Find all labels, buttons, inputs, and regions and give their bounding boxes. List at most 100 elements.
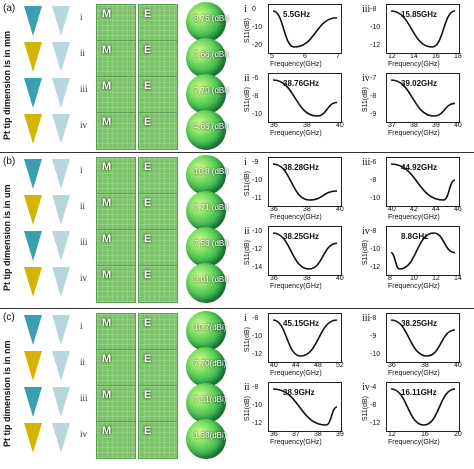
s11-plot: 15.85GHz <box>386 4 460 54</box>
side-label: Pt tip dimension is in mm <box>2 30 12 140</box>
x-axis-label: Frequency(GHz) <box>270 370 322 377</box>
s11-plot: 8.8GHz <box>386 226 460 276</box>
s11-plot-svg <box>390 163 456 201</box>
plot-title: 38.76GHz <box>283 79 320 88</box>
plot-index: i <box>244 4 247 15</box>
row-label: iv <box>80 273 88 283</box>
s11-curve <box>272 388 338 426</box>
field-label-e: E <box>144 80 152 92</box>
field-label-e: E <box>144 353 152 365</box>
x-tick-label: 37 <box>388 122 396 129</box>
x-axis-label: Frequency(GHz) <box>388 370 440 377</box>
x-tick-label: 44 <box>432 206 440 213</box>
x-tick-label: 20 <box>454 431 462 438</box>
x-axis-label: Frequency(GHz) <box>388 130 440 137</box>
s11-curve <box>272 232 338 270</box>
antenna-cone-outline-icon <box>52 6 70 36</box>
radiation-pattern-globe <box>186 2 226 42</box>
antenna-cone-outline-icon <box>52 231 70 261</box>
field-label-m: M <box>102 269 112 281</box>
x-tick-label: 40 <box>336 275 344 282</box>
plot-index: iii <box>362 313 371 324</box>
plot-index: ii <box>244 382 250 393</box>
y-tick-label: -6 <box>252 75 259 82</box>
row-label: ii <box>80 48 86 58</box>
x-tick-label: 42 <box>410 206 418 213</box>
s11-plot-svg <box>272 79 338 117</box>
row-label: iv <box>80 120 88 130</box>
field-label-m: M <box>102 233 112 245</box>
antenna-cone-outline-icon <box>52 195 70 225</box>
x-axis-label: Frequency(GHz) <box>388 61 440 68</box>
x-tick-label: 40 <box>336 206 344 213</box>
y-axis-label: S11(dB) <box>362 396 369 422</box>
field-label-e: E <box>144 389 152 401</box>
electric-field-map: E <box>138 349 178 387</box>
gain-label: 7.70(dBi) <box>194 359 227 368</box>
plot-index: i <box>244 157 247 168</box>
plot-index: ii <box>244 73 250 84</box>
plot-title: 39.02GHz <box>401 79 438 88</box>
magnetic-field-map: M <box>96 112 136 150</box>
y-tick-label: -12 <box>252 420 263 427</box>
x-tick-label: 14 <box>454 275 462 282</box>
s11-plot: 44.92GHz <box>386 157 460 207</box>
plot-title: 15.85GHz <box>401 10 438 19</box>
radiation-pattern-globe <box>186 110 226 150</box>
side-label: Pt tip dimension is in um <box>2 184 12 292</box>
row-label: i <box>80 321 83 331</box>
x-tick-label: 14 <box>410 53 418 60</box>
x-tick-label: 39 <box>432 122 440 129</box>
magnetic-field-map: M <box>96 157 136 195</box>
antenna-cone-icon <box>24 315 42 345</box>
row-label: iii <box>80 393 88 403</box>
magnetic-field-map: M <box>96 349 136 387</box>
gain-label: 4.85 (dBi) <box>194 122 229 131</box>
electric-field-map: E <box>138 40 178 78</box>
magnetic-field-map: M <box>96 76 136 114</box>
field-label-e: E <box>144 317 152 329</box>
plot-title: 8.8GHz <box>401 232 429 241</box>
gain-label: 7.70 (dBi) <box>194 86 229 95</box>
x-tick-label: 40 <box>388 206 396 213</box>
s11-plot: 5.5GHz <box>268 4 342 54</box>
antenna-cone-outline-icon <box>52 423 70 453</box>
radiation-pattern-globe <box>186 74 226 114</box>
field-label-m: M <box>102 389 112 401</box>
x-tick-label: 44 <box>292 362 300 369</box>
x-tick-label: 8 <box>388 275 392 282</box>
gain-label: 7.51(dBi) <box>194 395 227 404</box>
x-axis-label: Frequency(GHz) <box>270 283 322 290</box>
panel-divider <box>0 308 474 309</box>
s11-curve <box>272 319 338 357</box>
y-tick-label: -8 <box>370 177 377 184</box>
x-tick-label: 38 <box>421 362 429 369</box>
radiation-pattern-globe <box>186 263 226 303</box>
field-label-m: M <box>102 116 112 128</box>
magnetic-field-map: M <box>96 385 136 423</box>
magnetic-field-map: M <box>96 421 136 459</box>
x-axis-label: Frequency(GHz) <box>388 439 440 446</box>
y-tick-label: -10 <box>370 246 381 253</box>
y-axis-label: S11(dB) <box>244 327 251 353</box>
gain-label: 8.76 (dBi) <box>194 14 229 23</box>
x-tick-label: 12 <box>432 275 440 282</box>
x-tick-label: 12 <box>388 431 396 438</box>
y-tick-label: -10 <box>252 111 263 118</box>
electric-field-map: E <box>138 157 178 195</box>
field-label-m: M <box>102 197 112 209</box>
s11-plot: 45.15GHz <box>268 313 342 363</box>
electric-field-map: E <box>138 193 178 231</box>
plot-title: 38.9GHz <box>283 388 315 397</box>
panel-divider <box>0 152 474 153</box>
y-axis-label: S11(dB) <box>244 240 251 266</box>
x-tick-label: 40 <box>336 122 344 129</box>
y-tick-label: -8 <box>370 228 377 235</box>
radiation-pattern-globe <box>186 419 226 459</box>
x-tick-label: 37 <box>292 431 300 438</box>
panel-0: (a) Pt tip dimension is in mm i M E 8.76 (dBi… <box>0 0 474 152</box>
x-tick-label: 10 <box>410 275 418 282</box>
field-label-m: M <box>102 425 112 437</box>
x-tick-label: 40 <box>454 362 462 369</box>
panel-1: (b) Pt tip dimension is in um i M E 10.8 (dBi… <box>0 153 474 305</box>
